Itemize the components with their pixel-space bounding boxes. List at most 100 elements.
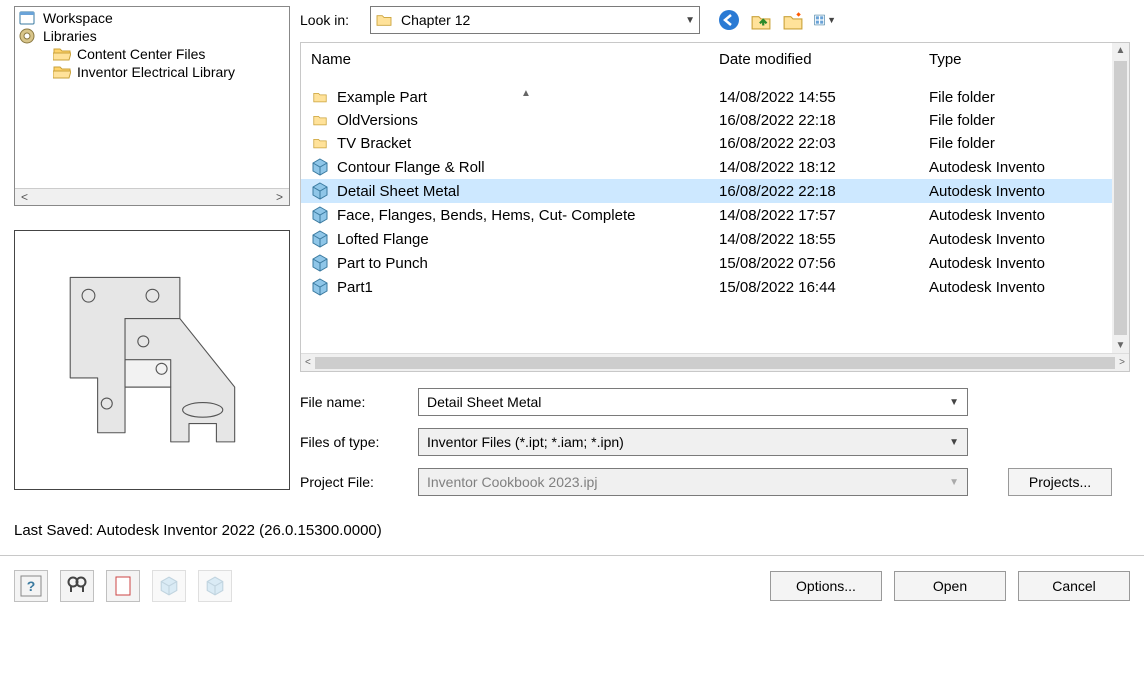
- chevron-down-icon: ▼: [949, 437, 959, 448]
- folder-icon: [311, 137, 329, 151]
- file-row[interactable]: Detail Sheet Metal 16/08/2022 22:18Autode…: [301, 179, 1129, 203]
- file-type: File folder: [929, 135, 1119, 152]
- folder-icon: [53, 46, 71, 62]
- file-type: Autodesk Invento: [929, 183, 1119, 200]
- file-date: 14/08/2022 18:12: [719, 159, 929, 176]
- tree-item-label: Libraries: [43, 28, 97, 44]
- file-name: Example Part: [337, 89, 427, 106]
- tree-h-scrollbar[interactable]: < >: [15, 188, 289, 205]
- file-type: File folder: [929, 89, 1119, 106]
- last-saved-status: Last Saved: Autodesk Inventor 2022 (26.0…: [14, 522, 1130, 539]
- file-list-v-scrollbar[interactable]: ▲ ▼: [1112, 43, 1129, 353]
- filename-value: Detail Sheet Metal: [427, 394, 541, 410]
- file-name: OldVersions: [337, 112, 418, 129]
- filetype-label: Files of type:: [300, 434, 404, 450]
- view-menu-button[interactable]: ▼: [814, 9, 836, 31]
- file-date: 15/08/2022 16:44: [719, 279, 929, 296]
- workspace-tree[interactable]: Workspace Libraries Content Center Files In…: [14, 6, 290, 206]
- filetype-combo[interactable]: Inventor Files (*.ipt; *.iam; *.ipn) ▼: [418, 428, 968, 456]
- file-row[interactable]: Contour Flange & Roll 14/08/2022 18:12Aut…: [301, 155, 1129, 179]
- new-folder-button[interactable]: [782, 9, 804, 31]
- filetype-value: Inventor Files (*.ipt; *.iam; *.ipn): [427, 434, 624, 450]
- tree-item[interactable]: Inventor Electrical Library: [15, 63, 289, 81]
- scroll-right-arrow[interactable]: >: [272, 190, 287, 204]
- lookin-combo[interactable]: Chapter 12 ▼: [370, 6, 700, 34]
- file-date: 16/08/2022 22:03: [719, 135, 929, 152]
- footer-button-5: [198, 570, 232, 602]
- open-button[interactable]: Open: [894, 571, 1006, 601]
- file-name: Lofted Flange: [337, 231, 429, 248]
- chevron-down-icon: ▼: [685, 15, 695, 26]
- nav-back-button[interactable]: [718, 9, 740, 31]
- file-date: 14/08/2022 18:55: [719, 231, 929, 248]
- file-name: Part1: [337, 279, 373, 296]
- file-row[interactable]: OldVersions 16/08/2022 22:18File folder: [301, 109, 1129, 132]
- library-icon: [19, 28, 37, 44]
- help-button[interactable]: [14, 570, 48, 602]
- folder-icon: [53, 64, 71, 80]
- file-row[interactable]: TV Bracket 16/08/2022 22:03File folder: [301, 132, 1129, 155]
- file-date: 14/08/2022 14:55: [719, 89, 929, 106]
- file-date: 14/08/2022 17:57: [719, 207, 929, 224]
- file-date: 15/08/2022 07:56: [719, 255, 929, 272]
- file-list-header[interactable]: Name Date modified Type: [301, 43, 1129, 86]
- file-date: 16/08/2022 22:18: [719, 183, 929, 200]
- project-file-combo: Inventor Cookbook 2023.ipj ▼: [418, 468, 968, 496]
- file-name: Part to Punch: [337, 255, 428, 272]
- tree-item[interactable]: Content Center Files: [15, 45, 289, 63]
- doc-button[interactable]: [106, 570, 140, 602]
- part-icon: [311, 230, 329, 248]
- file-type: Autodesk Invento: [929, 159, 1119, 176]
- file-type: File folder: [929, 112, 1119, 129]
- file-list[interactable]: ▲ Name Date modified Type Example Part14…: [300, 42, 1130, 372]
- tree-item-label: Workspace: [43, 10, 113, 26]
- footer-button-4: [152, 570, 186, 602]
- lookin-label: Look in:: [300, 12, 360, 28]
- file-name: Contour Flange & Roll: [337, 159, 485, 176]
- options-button[interactable]: Options...: [770, 571, 882, 601]
- file-name: TV Bracket: [337, 135, 411, 152]
- file-row[interactable]: Lofted Flange 14/08/2022 18:55Autodesk In…: [301, 227, 1129, 251]
- file-type: Autodesk Invento: [929, 279, 1119, 296]
- chevron-down-icon: ▼: [949, 477, 959, 488]
- filename-input[interactable]: Detail Sheet Metal ▼: [418, 388, 968, 416]
- chevron-down-icon: ▼: [949, 397, 959, 408]
- part-icon: [311, 158, 329, 176]
- file-row[interactable]: Face, Flanges, Bends, Hems, Cut- Complet…: [301, 203, 1129, 227]
- file-name: Detail Sheet Metal: [337, 183, 460, 200]
- column-name[interactable]: Name: [311, 51, 719, 68]
- folder-icon: [311, 114, 329, 128]
- find-button[interactable]: [60, 570, 94, 602]
- cancel-button[interactable]: Cancel: [1018, 571, 1130, 601]
- column-type[interactable]: Type: [929, 51, 1119, 68]
- filename-label: File name:: [300, 394, 404, 410]
- part-icon: [311, 254, 329, 272]
- part-icon: [311, 182, 329, 200]
- tree-item-label: Content Center Files: [77, 46, 205, 62]
- file-row[interactable]: Part1 15/08/2022 16:44Autodesk Invento: [301, 275, 1129, 299]
- tree-item[interactable]: Libraries: [15, 27, 289, 45]
- file-preview: [14, 230, 290, 490]
- divider: [0, 555, 1144, 556]
- tree-item[interactable]: Workspace: [15, 9, 289, 27]
- file-list-h-scrollbar[interactable]: < >: [301, 353, 1129, 371]
- tree-item-label: Inventor Electrical Library: [77, 64, 235, 80]
- nav-up-button[interactable]: [750, 9, 772, 31]
- column-date[interactable]: Date modified: [719, 51, 929, 68]
- file-name: Face, Flanges, Bends, Hems, Cut- Complet…: [337, 207, 635, 224]
- folder-icon: [375, 13, 393, 27]
- folder-icon: [311, 91, 329, 105]
- file-type: Autodesk Invento: [929, 207, 1119, 224]
- part-icon: [311, 278, 329, 296]
- project-label: Project File:: [300, 474, 404, 490]
- file-row[interactable]: Part to Punch 15/08/2022 07:56Autodesk In…: [301, 251, 1129, 275]
- project-value: Inventor Cookbook 2023.ipj: [427, 474, 597, 490]
- part-icon: [311, 206, 329, 224]
- file-date: 16/08/2022 22:18: [719, 112, 929, 129]
- lookin-value: Chapter 12: [401, 12, 470, 28]
- scroll-left-arrow[interactable]: <: [17, 190, 32, 204]
- file-type: Autodesk Invento: [929, 231, 1119, 248]
- file-row[interactable]: Example Part 14/08/2022 14:55File folder: [301, 86, 1129, 109]
- projects-button[interactable]: Projects...: [1008, 468, 1112, 496]
- file-type: Autodesk Invento: [929, 255, 1119, 272]
